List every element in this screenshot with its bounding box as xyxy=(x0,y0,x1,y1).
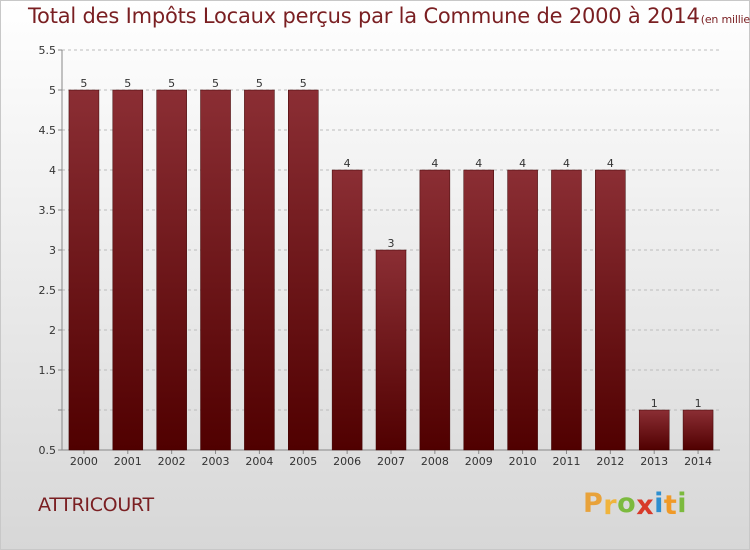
x-tick-label: 2009 xyxy=(465,455,493,468)
bar[interactable] xyxy=(375,249,407,451)
labels: 0.5 1.5 2 2.5 3 3.5 4 4.5 5 5.5 2000 5 2001 5 2002 5 200… xyxy=(39,44,713,468)
y-tick-label: 5.5 xyxy=(39,44,57,57)
chart-title-text: Total des Impôts Locaux perçus par la Co… xyxy=(28,4,700,28)
logo-letter: r xyxy=(603,490,618,521)
data-label: 1 xyxy=(695,397,702,410)
bar[interactable] xyxy=(331,169,363,451)
bar[interactable] xyxy=(244,89,275,451)
x-tick-label: 2004 xyxy=(245,455,273,468)
data-label: 5 xyxy=(256,77,263,90)
bar[interactable] xyxy=(200,89,231,451)
y-tick-label: 2.5 xyxy=(39,284,57,297)
bar[interactable] xyxy=(682,409,714,451)
bar[interactable] xyxy=(638,409,670,451)
data-label: 5 xyxy=(168,77,175,90)
logo-letter: P xyxy=(583,488,604,519)
data-label: 5 xyxy=(300,77,307,90)
x-tick-label: 2001 xyxy=(114,455,142,468)
logo-letter: x xyxy=(636,490,655,521)
bar[interactable] xyxy=(463,169,494,451)
data-label: 5 xyxy=(212,77,219,90)
data-label: 1 xyxy=(651,397,658,410)
x-tick-label: 2006 xyxy=(333,455,361,468)
logo-letter: i xyxy=(677,488,688,519)
x-tick-label: 2000 xyxy=(70,455,98,468)
data-label: 5 xyxy=(80,77,87,90)
data-label: 5 xyxy=(124,77,131,90)
data-label: 4 xyxy=(607,157,614,170)
data-label: 4 xyxy=(431,157,438,170)
y-tick-label: 2 xyxy=(49,324,56,337)
bar[interactable] xyxy=(68,89,100,451)
y-tick-label: 0.5 xyxy=(39,444,57,457)
bar[interactable] xyxy=(507,169,538,451)
bars xyxy=(68,89,714,451)
data-label: 4 xyxy=(563,157,570,170)
x-tick-label: 2010 xyxy=(509,455,537,468)
x-tick-label: 2005 xyxy=(289,455,317,468)
logo-letter: t xyxy=(663,490,678,521)
x-tick-label: 2007 xyxy=(377,455,405,468)
chart-unit-note: (en milliers d'€) xyxy=(700,13,750,26)
bar[interactable] xyxy=(112,89,144,451)
x-tick-label: 2002 xyxy=(158,455,186,468)
x-tick-label: 2011 xyxy=(552,455,580,468)
proxiti-logo[interactable]: Proxiti xyxy=(583,488,688,521)
bar[interactable] xyxy=(551,169,582,451)
bar[interactable] xyxy=(419,169,451,451)
x-tick-label: 2008 xyxy=(421,455,449,468)
data-label: 4 xyxy=(519,157,526,170)
y-tick-label: 3 xyxy=(49,244,56,257)
bar[interactable] xyxy=(288,89,319,451)
x-tick-label: 2003 xyxy=(202,455,230,468)
chart-title: Total des Impôts Locaux perçus par la Co… xyxy=(28,4,750,28)
bar[interactable] xyxy=(595,169,626,451)
logo-letter: o xyxy=(617,488,637,519)
y-tick-label: 3.5 xyxy=(39,204,57,217)
y-tick-label: 1.5 xyxy=(39,364,57,377)
logo-letter: i xyxy=(654,488,664,519)
y-tick-label: 4.5 xyxy=(39,124,57,137)
data-label: 4 xyxy=(344,157,351,170)
y-tick-label: 4 xyxy=(49,164,56,177)
y-tick-label: 5 xyxy=(49,84,56,97)
commune-name: ATTRICOURT xyxy=(38,494,154,516)
bar[interactable] xyxy=(156,89,187,451)
data-label: 4 xyxy=(475,157,482,170)
data-label: 3 xyxy=(388,237,395,250)
x-tick-label: 2014 xyxy=(684,455,712,468)
x-tick-label: 2012 xyxy=(596,455,624,468)
x-tick-label: 2013 xyxy=(640,455,668,468)
